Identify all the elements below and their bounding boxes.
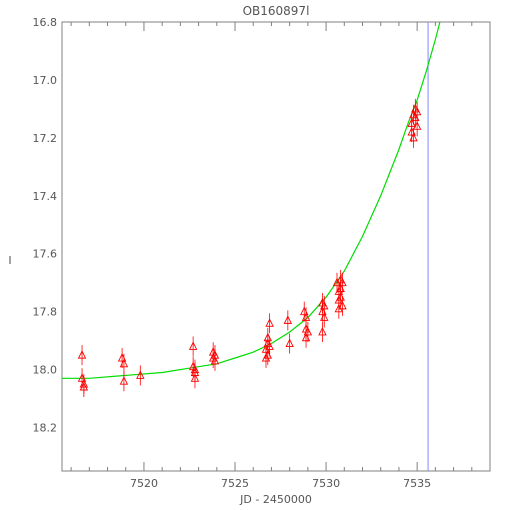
y-tick-label: 17.6 xyxy=(33,248,58,261)
triangle-marker xyxy=(119,376,129,385)
y-tick-label: 18.0 xyxy=(33,364,58,377)
triangle-marker xyxy=(412,106,422,116)
data-point xyxy=(338,295,347,316)
triangle-marker xyxy=(190,373,200,382)
plot-border xyxy=(61,21,491,472)
triangle-marker xyxy=(119,358,129,368)
model-curve-layer xyxy=(62,21,441,471)
triangle-marker xyxy=(210,355,220,365)
y-tick-label: 17.4 xyxy=(33,190,58,203)
data-point xyxy=(303,321,313,342)
data-point xyxy=(79,376,89,397)
chart-title: OB160897l xyxy=(243,4,310,18)
triangle-marker xyxy=(188,341,198,350)
triangle-marker xyxy=(409,132,418,142)
triangle-marker xyxy=(285,338,294,347)
triangle-marker xyxy=(303,326,313,336)
y-axis-label: I xyxy=(8,254,11,267)
data-point xyxy=(77,368,87,389)
data-point xyxy=(283,310,293,331)
data-point xyxy=(210,350,220,371)
data-point xyxy=(77,345,87,366)
x-tick-label: 7525 xyxy=(221,477,249,490)
data-point xyxy=(285,333,294,354)
triangle-marker xyxy=(320,312,329,321)
data-point xyxy=(265,313,274,334)
data-point xyxy=(263,345,273,366)
x-axis: 7520 7525 7530 7535 xyxy=(70,22,491,490)
data-point xyxy=(338,272,347,293)
data-point xyxy=(265,336,274,357)
data-point xyxy=(188,336,198,357)
data-point xyxy=(136,365,145,386)
triangle-marker xyxy=(136,370,145,379)
data-point xyxy=(412,116,422,137)
y-tick-label: 17.8 xyxy=(33,306,58,319)
triangle-marker xyxy=(338,277,347,287)
triangle-marker xyxy=(283,315,293,324)
triangle-marker xyxy=(265,318,274,327)
triangle-marker xyxy=(318,326,327,336)
x-tick-label: 7535 xyxy=(403,477,431,490)
x-tick-label: 7520 xyxy=(130,477,158,490)
y-tick-label: 18.2 xyxy=(33,422,58,435)
data-points-layer xyxy=(77,98,422,397)
y-tick-label: 17.2 xyxy=(33,132,58,145)
model-curve xyxy=(62,21,441,379)
triangle-marker xyxy=(334,303,344,313)
data-point xyxy=(409,127,418,148)
triangle-marker xyxy=(79,381,89,391)
x-tick-label: 7530 xyxy=(312,477,340,490)
data-point xyxy=(119,353,129,374)
y-tick-label: 17.0 xyxy=(33,74,58,87)
y-tick-label: 16.8 xyxy=(33,16,58,29)
triangle-marker xyxy=(77,350,87,359)
data-point xyxy=(119,371,129,392)
x-axis-label: JD - 2450000 xyxy=(239,493,312,506)
y-axis: 16.8 17.0 17.2 17.4 17.6 17.8 18.0 18.2 xyxy=(33,16,58,435)
data-point xyxy=(190,368,200,389)
triangle-marker xyxy=(265,341,274,350)
triangle-marker xyxy=(338,300,347,310)
data-point xyxy=(318,321,327,342)
triangle-marker xyxy=(412,121,422,130)
data-point xyxy=(320,307,329,328)
plot-frame xyxy=(61,21,491,472)
data-point xyxy=(117,348,127,369)
